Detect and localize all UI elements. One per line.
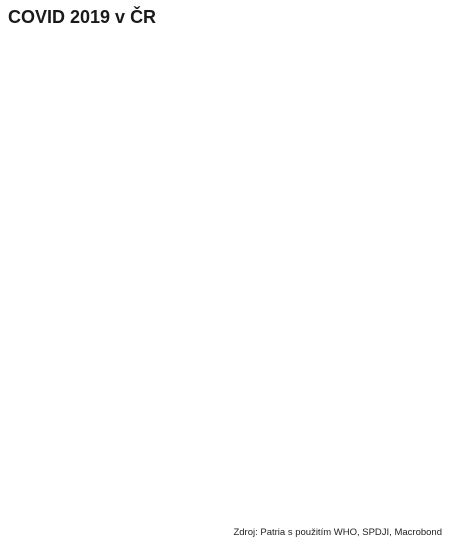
page-title: COVID 2019 v ČR xyxy=(8,7,157,27)
source-note: Zdroj: Patria s použitím WHO, SPDJI, Mac… xyxy=(233,527,442,538)
